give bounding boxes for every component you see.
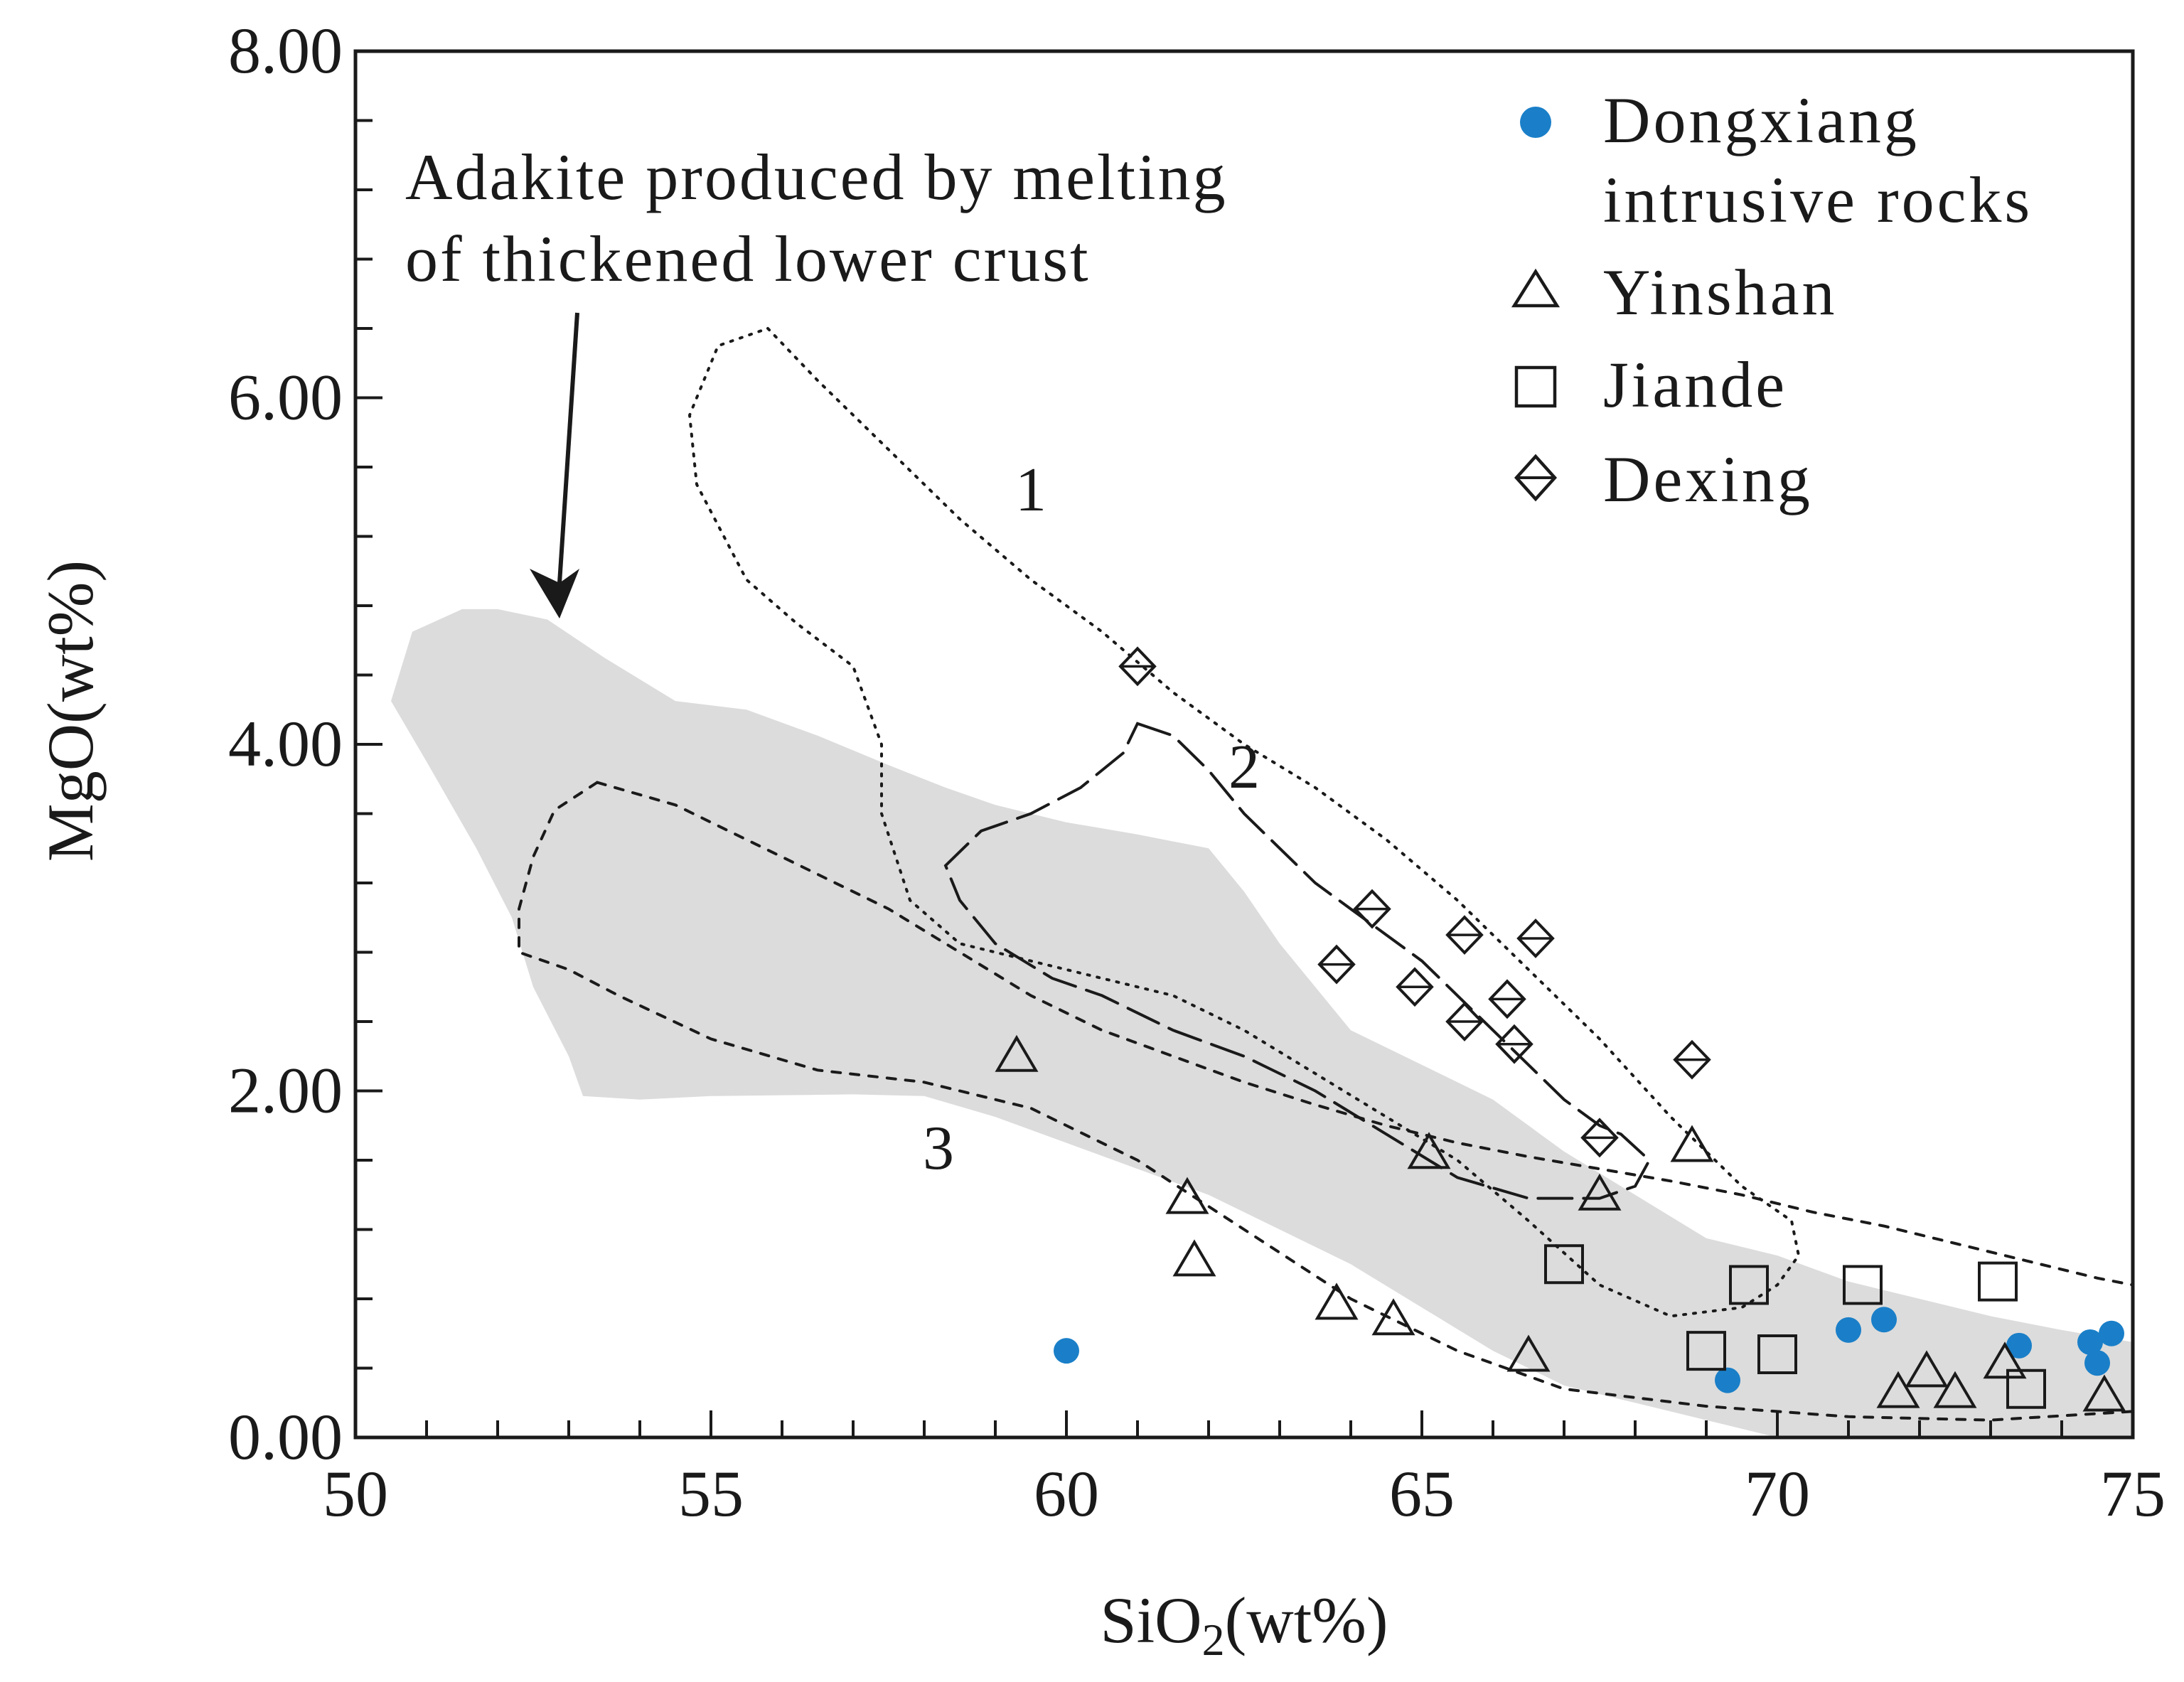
annotation-line-1: Adakite produced by melting xyxy=(405,141,1228,213)
legend-label-yinshan: Yinshan xyxy=(1603,256,1838,328)
x-tick-label: 70 xyxy=(1745,1457,1810,1530)
region-label-2: 2 xyxy=(1228,733,1260,802)
y-tick-label: 6.00 xyxy=(228,361,343,434)
point-dongxiang xyxy=(2077,1329,2103,1355)
point-dexing xyxy=(1488,979,1526,1019)
point-dongxiang xyxy=(2099,1320,2124,1346)
point-yinshan xyxy=(1506,1334,1551,1372)
x-tick-label: 65 xyxy=(1389,1457,1455,1530)
point-jiande xyxy=(1978,1261,2018,1302)
point-dexing xyxy=(1445,1002,1484,1041)
point-yinshan xyxy=(1407,1132,1451,1169)
point-yinshan xyxy=(1670,1125,1714,1162)
annotation-line-2: of thickened lower crust xyxy=(405,223,1091,295)
point-jiande xyxy=(1544,1244,1584,1285)
legend-item-yinshan: Yinshan xyxy=(1511,256,1838,328)
region-field-3 xyxy=(518,781,2134,1422)
legend-label-dexing: Dexing xyxy=(1603,443,1813,515)
legend-marker-yinshan xyxy=(1511,268,1561,308)
ticks-layer: 50 55 60 65 70 75 0.00 2.00 4.00 6.00 8.00 xyxy=(228,14,2166,1530)
region-adakite-field xyxy=(391,609,2133,1437)
x-axis-title: SiO2(wt%) xyxy=(1100,1584,1388,1665)
point-yinshan xyxy=(1315,1282,1359,1320)
y-tick-label: 2.00 xyxy=(228,1054,343,1127)
legend-marker-jiande xyxy=(1514,365,1557,408)
legend-label-jiande: Jiande xyxy=(1603,348,1787,421)
point-dexing xyxy=(1516,918,1555,958)
point-dexing xyxy=(1118,646,1157,687)
point-dongxiang xyxy=(1836,1317,1861,1343)
point-dongxiang xyxy=(2006,1332,2032,1359)
x-tick-label: 50 xyxy=(323,1457,388,1530)
legend-label-dongxiang-line-2: intrusive rocks xyxy=(1603,164,2033,236)
y-tick-label: 4.00 xyxy=(228,707,343,780)
point-dexing xyxy=(1580,1118,1619,1158)
region-field-1 xyxy=(687,326,1801,1318)
legend-marker-dongxiang xyxy=(1520,107,1551,138)
point-dexing xyxy=(1396,967,1434,1007)
point-yinshan xyxy=(1983,1341,2027,1379)
point-jiande xyxy=(1843,1265,1883,1305)
regions-layer: 1 2 3 xyxy=(391,326,2134,1437)
region-label-1: 1 xyxy=(1015,456,1046,525)
annotation-arrowhead xyxy=(530,569,579,618)
point-dexing xyxy=(1445,915,1484,955)
y-axis-title: MgO(wt%) xyxy=(34,560,107,862)
point-dexing xyxy=(1317,944,1356,985)
legend: Dongxiang intrusive rocks Yinshan Jiande… xyxy=(1511,84,2033,515)
legend-item-dongxiang: Dongxiang intrusive rocks xyxy=(1520,84,2033,236)
point-jiande xyxy=(1686,1331,1726,1371)
legend-label-dongxiang-line-1: Dongxiang xyxy=(1603,84,1920,156)
y-tick-label: 8.00 xyxy=(228,14,343,87)
point-jiande xyxy=(2006,1368,2046,1409)
points-layer xyxy=(995,646,2126,1412)
point-yinshan xyxy=(1578,1173,1622,1211)
point-dexing xyxy=(1495,1024,1533,1064)
region-label-3: 3 xyxy=(923,1114,954,1183)
point-yinshan xyxy=(2082,1374,2126,1412)
point-dongxiang xyxy=(2084,1350,2110,1376)
x-tick-label: 75 xyxy=(2100,1457,2166,1530)
point-yinshan xyxy=(1905,1350,1949,1388)
point-dongxiang xyxy=(1715,1367,1740,1393)
legend-item-dexing: Dexing xyxy=(1514,443,1813,515)
legend-marker-dexing xyxy=(1514,454,1558,502)
x-tick-label: 60 xyxy=(1034,1457,1099,1530)
point-yinshan xyxy=(1371,1298,1415,1336)
legend-item-jiande: Jiande xyxy=(1514,348,1787,421)
point-yinshan xyxy=(1933,1371,1977,1408)
region-field-2 xyxy=(943,722,1652,1200)
point-dongxiang xyxy=(1871,1307,1897,1333)
y-tick-label: 0.00 xyxy=(228,1400,343,1473)
point-yinshan xyxy=(1165,1177,1209,1214)
point-yinshan xyxy=(1172,1239,1216,1277)
point-dexing xyxy=(1673,1039,1711,1080)
point-yinshan xyxy=(995,1034,1039,1072)
adakite-annotation: Adakite produced by melting of thickened… xyxy=(405,141,1228,618)
x-tick-label: 55 xyxy=(678,1457,744,1530)
point-yinshan xyxy=(1876,1371,1920,1408)
annotation-arrow-shaft xyxy=(557,312,579,584)
point-jiande xyxy=(1729,1265,1769,1305)
point-jiande xyxy=(1757,1334,1797,1374)
point-dexing xyxy=(1353,889,1391,929)
point-dongxiang xyxy=(1054,1338,1079,1364)
